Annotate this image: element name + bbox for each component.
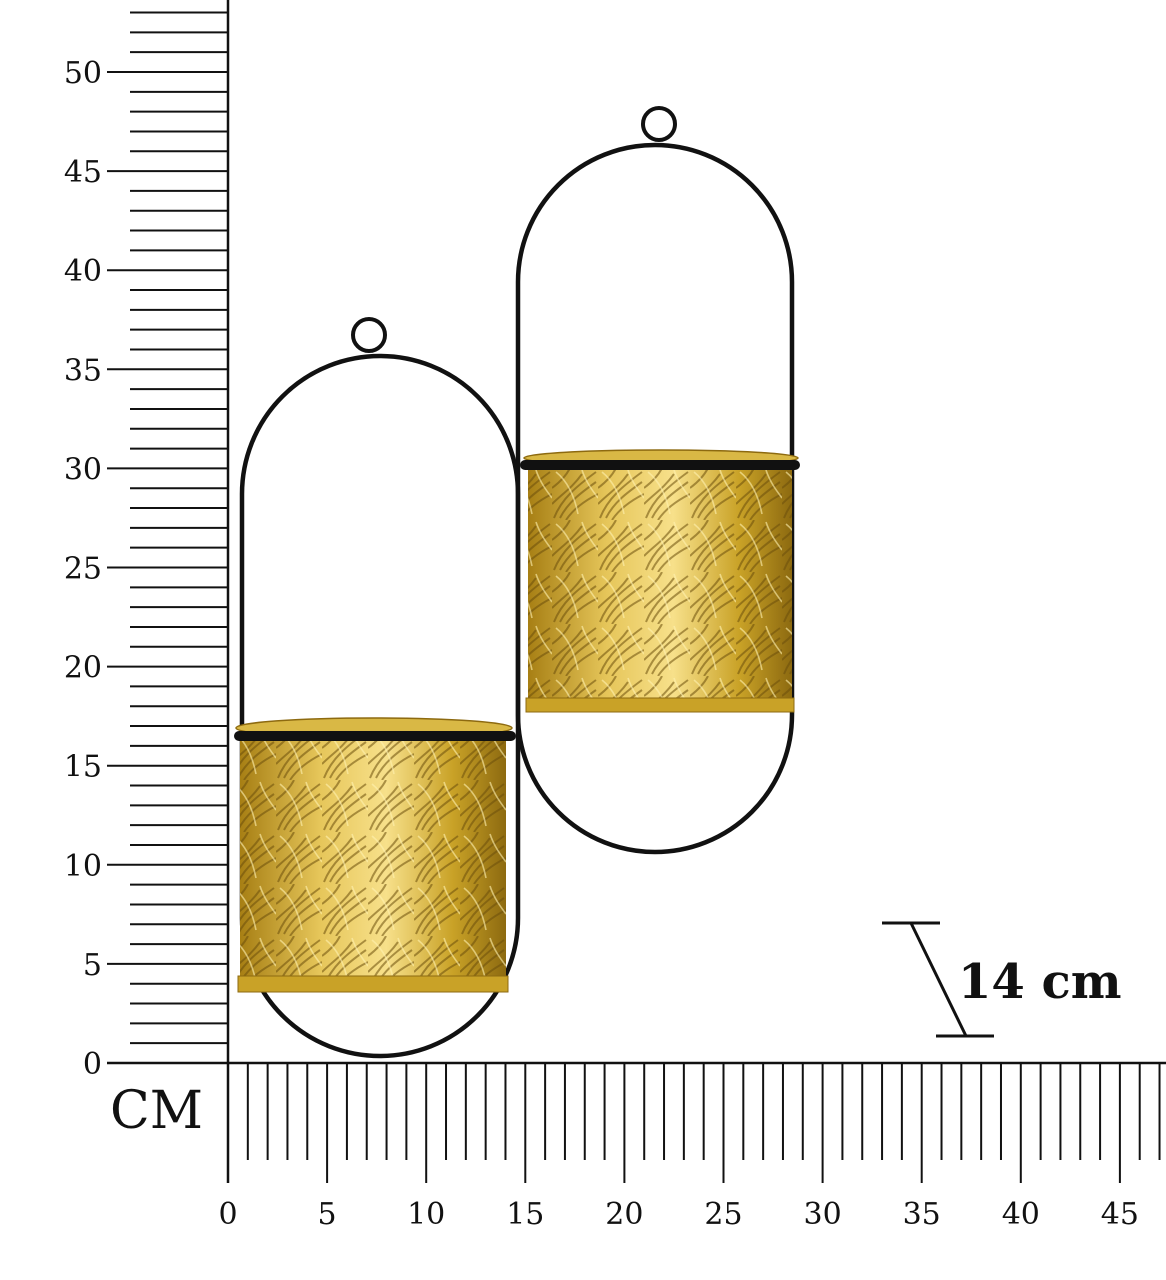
vertical-tick-label: 40 — [64, 254, 102, 289]
diameter-dimension: 14 cm — [882, 921, 1122, 1038]
frame — [239, 353, 521, 1059]
horizontal-tick-label: 20 — [605, 1197, 643, 1232]
horizontal-tick-label: 40 — [1002, 1197, 1040, 1232]
vertical-tick-label: 5 — [83, 948, 102, 983]
horizontal-tick-label: 15 — [506, 1197, 544, 1232]
horizontal-tick-label: 30 — [804, 1197, 842, 1232]
vertical-tick-label: 20 — [64, 651, 102, 686]
horizontal-tick-label: 35 — [903, 1197, 941, 1232]
vertical-tick-label: 0 — [83, 1047, 102, 1082]
vertical-tick-label: 10 — [64, 849, 102, 884]
vertical-tick-label: 45 — [64, 155, 102, 190]
vertical-tick-label: 15 — [64, 750, 102, 785]
horizontal-tick-label: 10 — [407, 1197, 445, 1232]
horizontal-tick-label: 5 — [318, 1197, 337, 1232]
left-planter — [234, 317, 521, 1059]
vertical-tick-label: 25 — [64, 552, 102, 587]
leaf-pattern — [240, 738, 506, 990]
hanging-loop — [351, 317, 387, 353]
leaf-pattern — [528, 466, 792, 710]
frame-ring — [520, 460, 800, 470]
frame-ring — [234, 731, 516, 741]
diameter-icon — [882, 921, 994, 1038]
unit-label: CM — [110, 1081, 203, 1141]
horizontal-tick-label: 0 — [218, 1197, 237, 1232]
vertical-tick-label: 30 — [64, 452, 102, 487]
vertical-tick-label: 50 — [64, 56, 102, 91]
vertical-tick-label: 35 — [64, 353, 102, 388]
hanging-loop — [641, 106, 677, 142]
horizontal-tick-label: 45 — [1101, 1197, 1139, 1232]
horizontal-tick-label: 25 — [704, 1197, 742, 1232]
right-planter — [515, 106, 800, 855]
diameter-label: 14 cm — [958, 954, 1122, 1010]
